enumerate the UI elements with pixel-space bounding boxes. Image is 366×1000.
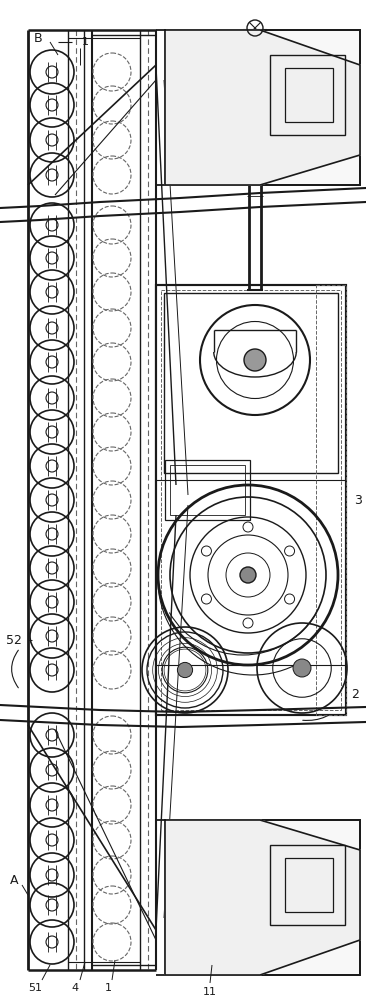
Bar [161, 290, 341, 710]
FancyArrowPatch shape [12, 650, 18, 688]
Text: 51: 51 [28, 983, 42, 993]
Bar [285, 68, 333, 122]
Bar [270, 845, 345, 925]
Text: 11: 11 [203, 987, 217, 997]
Bar [200, 840, 315, 950]
Bar [218, 858, 293, 918]
FancyArrowPatch shape [311, 505, 345, 528]
Text: A: A [10, 874, 18, 886]
Bar [165, 820, 360, 975]
Bar [270, 55, 345, 135]
Bar [165, 30, 360, 185]
Polygon shape [165, 30, 360, 185]
Circle shape [178, 662, 193, 678]
Bar [200, 52, 315, 157]
Bar [156, 285, 346, 715]
Bar [316, 285, 346, 715]
Circle shape [293, 659, 311, 677]
Bar [285, 858, 333, 912]
Bar [165, 820, 360, 975]
Text: 4: 4 [71, 983, 79, 993]
Circle shape [240, 567, 256, 583]
Bar [165, 460, 250, 520]
Text: 1: 1 [82, 37, 89, 47]
Text: 3: 3 [354, 493, 362, 506]
Text: B: B [34, 31, 42, 44]
FancyArrowPatch shape [303, 702, 343, 720]
Bar [165, 30, 360, 185]
Text: 2: 2 [351, 688, 359, 702]
Bar [156, 285, 346, 715]
Text: 52: 52 [6, 634, 22, 647]
Bar [218, 70, 293, 130]
Bar [164, 293, 338, 473]
Bar [170, 465, 245, 515]
Circle shape [244, 349, 266, 371]
Text: 1: 1 [105, 983, 112, 993]
Polygon shape [165, 820, 360, 975]
